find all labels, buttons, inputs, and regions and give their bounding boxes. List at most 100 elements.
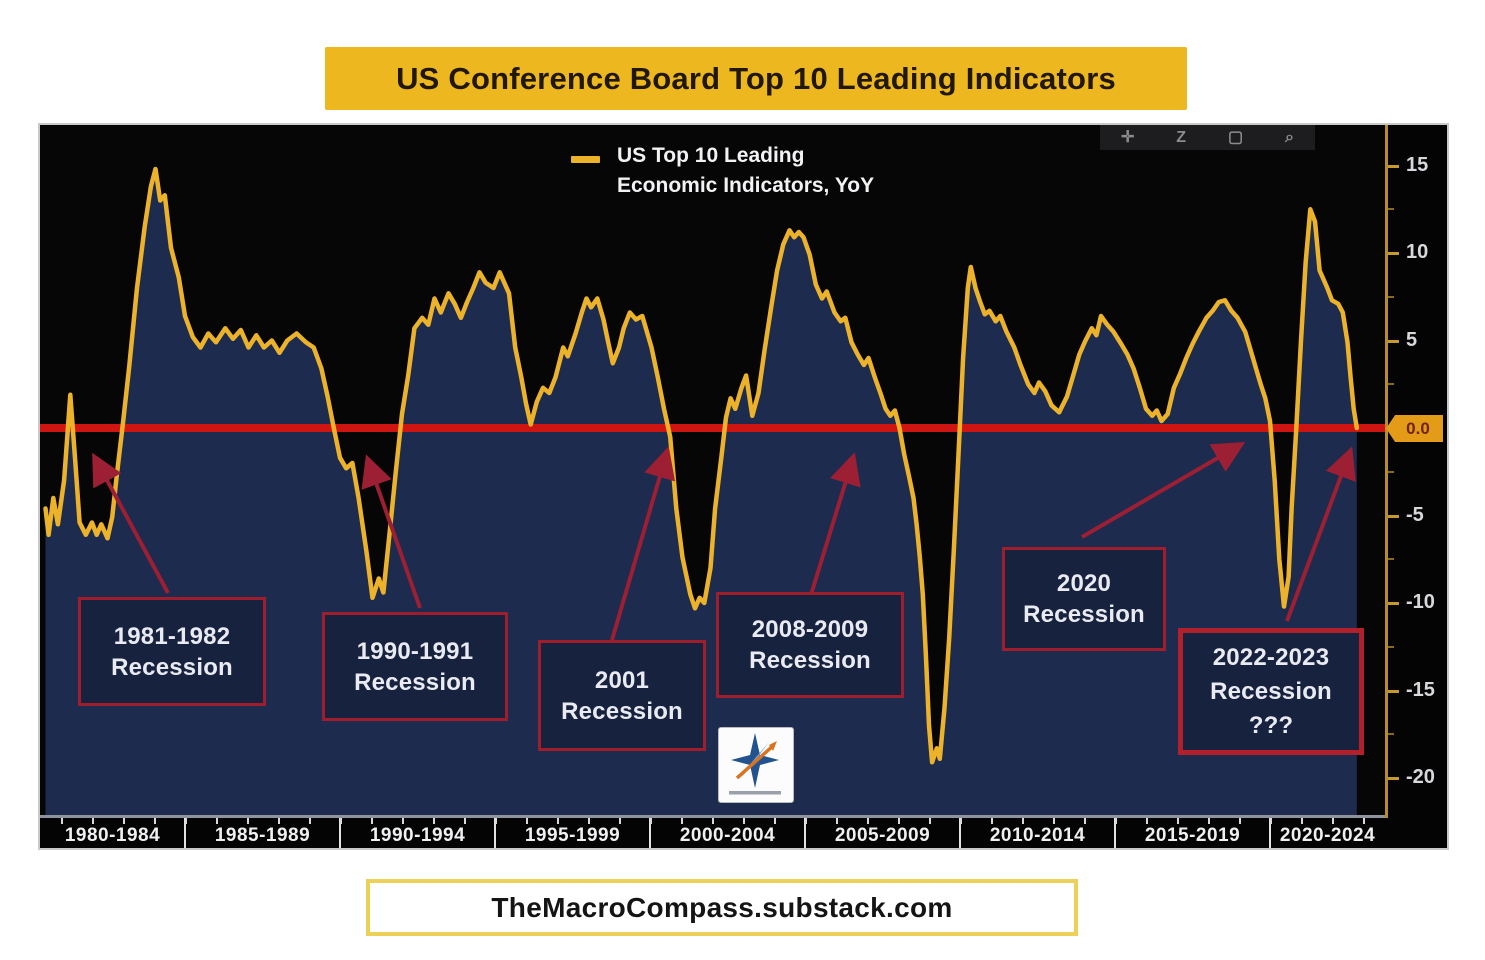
footer-banner: TheMacroCompass.substack.com — [366, 879, 1078, 936]
compass-logo-graphic — [729, 733, 781, 795]
y-axis-label: 15 — [1406, 153, 1429, 176]
x-axis-tick — [340, 818, 342, 824]
recession-arrow — [808, 452, 861, 599]
x-axis-tick — [1270, 818, 1272, 824]
annotation-1990-1991-recession: 1990-1991 Recession — [322, 612, 508, 721]
x-axis-tick — [588, 818, 590, 824]
x-axis-tick — [185, 818, 187, 824]
annotation-line: 2020 — [1056, 570, 1112, 597]
y-axis-minor-tick — [1388, 208, 1394, 211]
y-axis-tick — [1388, 689, 1399, 693]
x-axis-separator — [184, 818, 186, 848]
x-axis-tick — [433, 818, 435, 824]
annotation-line: 2001 — [594, 666, 650, 694]
x-axis-tick — [464, 818, 466, 824]
y-axis-minor-tick — [1388, 645, 1394, 648]
y-axis-tick — [1388, 777, 1399, 780]
x-axis-tick — [1239, 818, 1241, 824]
x-axis-tick — [898, 818, 900, 824]
legend-label-line1: US Top 10 Leading — [617, 144, 805, 167]
x-axis-separator — [1114, 818, 1116, 848]
x-axis-tick — [1053, 818, 1055, 824]
x-axis-tick — [495, 818, 497, 824]
x-axis-tick — [1084, 818, 1086, 824]
x-axis-label: 1990-1994 — [369, 825, 466, 846]
x-axis-label: 2005-2009 — [834, 825, 931, 846]
x-axis-tick — [619, 818, 621, 824]
x-axis-tick — [1022, 818, 1024, 824]
x-axis-label: 2015-2019 — [1144, 825, 1241, 846]
x-axis-tick — [216, 818, 218, 824]
x-axis-label: 1985-1989 — [214, 825, 311, 846]
snapshot-icon[interactable]: ▢ — [1227, 129, 1244, 146]
x-axis-tick — [402, 818, 404, 824]
annotation-2001-recession: 2001 Recession — [538, 640, 706, 751]
x-axis-tick — [805, 818, 807, 824]
x-axis-tick — [309, 818, 311, 824]
x-axis-tick — [92, 818, 94, 824]
annotation-line: ??? — [1248, 711, 1294, 739]
x-axis-separator — [649, 818, 651, 848]
chart-toolbar: ✛ Z ▢ ⌕ — [1100, 125, 1315, 150]
chart-legend: US Top 10 Leading Economic Indicators, Y… — [571, 141, 874, 201]
x-axis-separator — [1269, 818, 1271, 848]
annotation-line: Recession — [1210, 677, 1332, 705]
annotation-2020-recession: 2020 Recession — [1002, 547, 1166, 651]
x-axis-tick — [1208, 818, 1210, 824]
x-axis-separator — [339, 818, 341, 848]
x-axis-tick — [960, 818, 962, 824]
pan-icon[interactable]: ✛ — [1120, 129, 1135, 146]
x-axis-tick — [1146, 818, 1148, 824]
x-axis-tick — [247, 818, 249, 824]
legend-label: US Top 10 Leading Economic Indicators, Y… — [617, 141, 874, 201]
x-axis-tick — [526, 818, 528, 824]
annotation-line: 1990-1991 — [356, 637, 474, 665]
x-axis-tick — [557, 818, 559, 824]
x-axis-tick — [991, 818, 993, 824]
recession-arrow — [361, 454, 422, 609]
x-axis-label: 2010-2014 — [989, 825, 1086, 846]
x-axis-separator — [804, 818, 806, 848]
x-axis-tick — [681, 818, 683, 824]
y-axis-label: -5 — [1406, 503, 1424, 526]
legend-line-swatch — [571, 156, 600, 163]
y-axis-minor-tick — [1388, 470, 1394, 473]
annotation-line: Recession — [749, 647, 871, 674]
x-axis-tick — [1177, 818, 1179, 824]
macro-compass-logo — [718, 727, 794, 803]
y-axis-tick — [1388, 514, 1399, 518]
y-axis-minor-tick — [1388, 295, 1394, 298]
y-axis[interactable]: 0.0 15 10 5 -5 -10 -15 -20 — [1385, 125, 1447, 848]
annotation-line: 2022-2023 — [1212, 643, 1330, 671]
search-icon[interactable]: ⌕ — [1285, 129, 1294, 146]
recession-arrow — [92, 452, 170, 594]
x-axis-tick — [1301, 818, 1303, 824]
y-axis-tick — [1388, 602, 1399, 605]
x-axis-tick — [1115, 818, 1117, 824]
x-axis-label: 1980-1984 — [64, 825, 161, 846]
recession-arrow — [1285, 446, 1356, 622]
annotation-line: Recession — [354, 668, 476, 696]
y-axis-label: -10 — [1406, 591, 1435, 613]
x-axis-label: 2020-2024 — [1279, 825, 1376, 846]
y-axis-label: 5 — [1406, 328, 1418, 351]
y-axis-label: -20 — [1406, 766, 1435, 788]
title-banner: US Conference Board Top 10 Leading Indic… — [325, 47, 1187, 110]
annotation-2008-2009-recession: 2008-2009 Recession — [716, 592, 904, 698]
page-title: US Conference Board Top 10 Leading Indic… — [396, 60, 1116, 96]
annotation-line: Recession — [1023, 601, 1145, 628]
y-axis-minor-tick — [1388, 733, 1394, 736]
x-axis-tick — [1332, 818, 1334, 824]
legend-label-line2: Economic Indicators, YoY — [617, 174, 875, 197]
annotation-line: 2008-2009 — [751, 616, 869, 643]
x-axis-tick — [650, 818, 652, 824]
x-axis-tick — [154, 818, 156, 824]
x-axis-tick — [371, 818, 373, 824]
x-axis-label: 1995-1999 — [524, 825, 621, 846]
x-axis-tick — [929, 818, 931, 824]
y-axis-label: -15 — [1406, 678, 1435, 701]
zoom-icon[interactable]: Z — [1176, 129, 1187, 146]
x-axis[interactable]: 1980-1984 1985-1989 1990-1994 1995-1999 2000… — [40, 815, 1385, 848]
y-axis-minor-tick — [1388, 383, 1394, 386]
x-axis-separator — [494, 818, 496, 848]
